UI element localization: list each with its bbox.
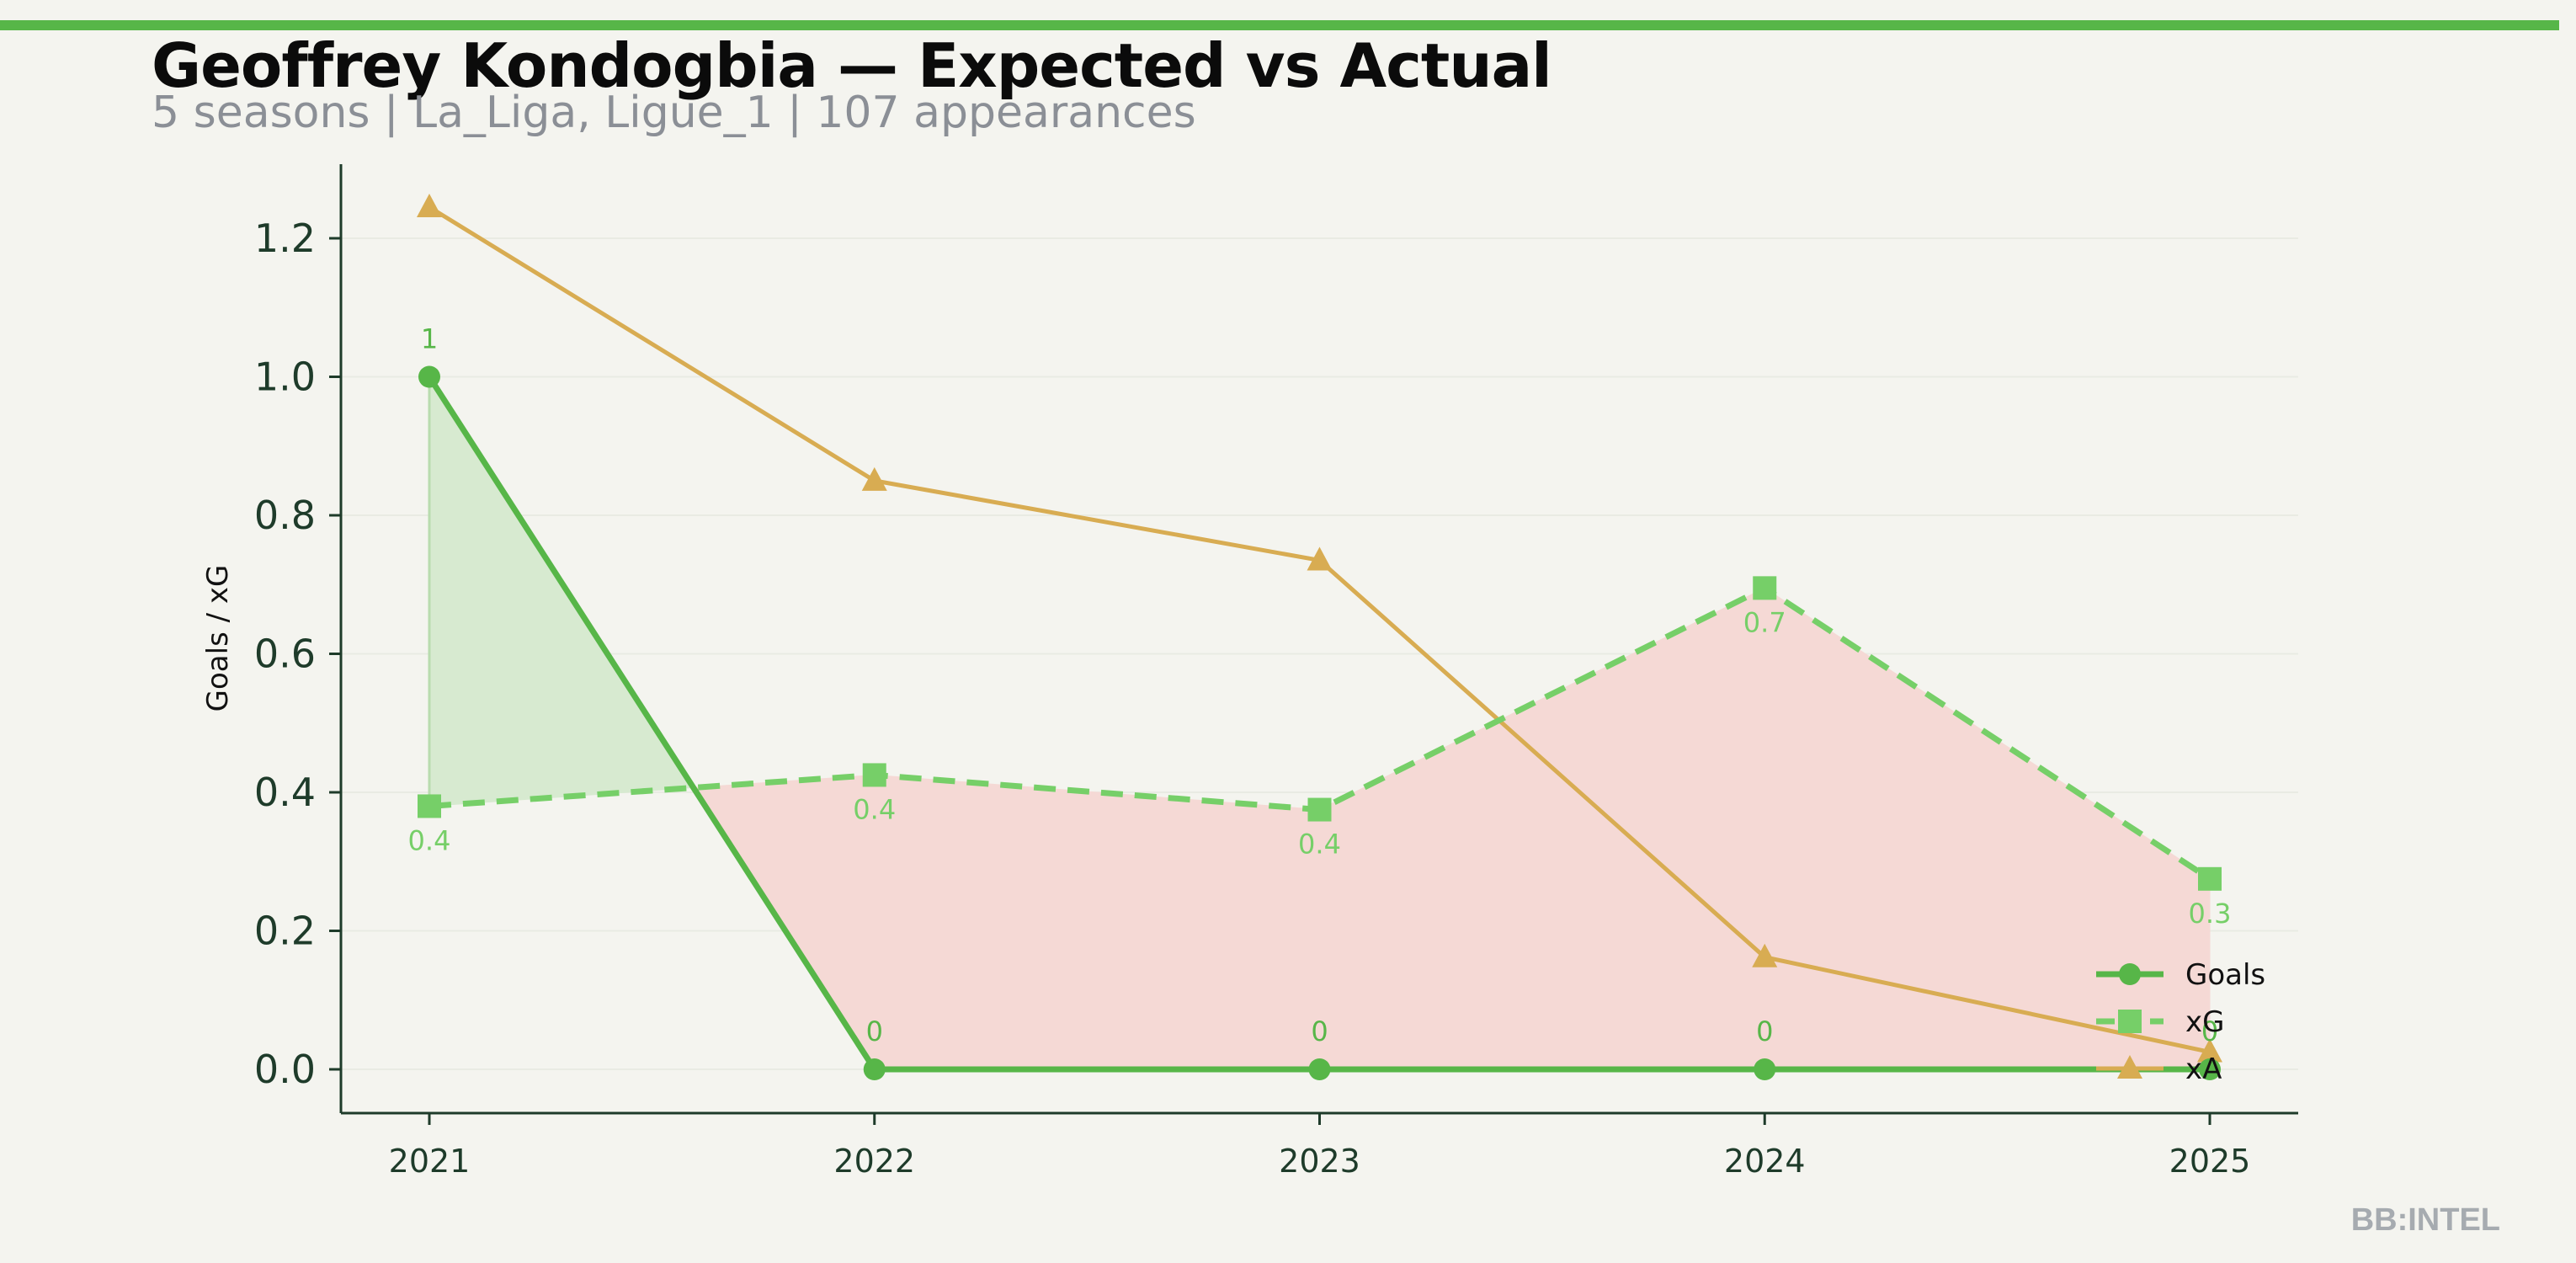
x-tick-label: 2023 [1279,1143,1360,1180]
data-point-goals [418,365,440,388]
y-tick-label: 0.8 [254,493,316,538]
data-point-goals [1308,1058,1331,1080]
axes: 0.0 0.2 0.4 0.6 0.8 1.0 1.2 2021 2022 2023 2024 202… [254,164,2298,1180]
data-label-xg: 0.4 [408,824,451,856]
data-point-xg [1307,797,1332,822]
legend-label-goals: Goals [2185,958,2265,992]
legend-label-xg: xG [2185,1005,2224,1039]
data-point-xa [1307,546,1333,571]
data-point-goals [2199,1058,2221,1080]
accent-bar [0,20,2559,30]
data-label-xg: 0.7 [1743,606,1786,638]
fill-underperformance [1764,587,2211,1070]
data-point-xa [1752,943,1778,967]
data-label-goals: 1 [421,323,438,355]
data-label-goals: 0 [866,1015,883,1047]
data-point-goals [863,1058,886,1080]
y-tick-label: 0.0 [254,1047,316,1092]
x-tick-label: 2024 [1724,1143,1806,1180]
data-point-xg [418,794,441,818]
y-tick-label: 1.0 [254,354,316,400]
over-under-fill [428,375,2211,1071]
fill-underperformance [874,774,1320,1070]
data-point-xg [2198,866,2222,891]
x-tick-label: 2022 [833,1143,915,1180]
x-tick-label: 2025 [2169,1143,2251,1180]
data-label-goals: 0 [1756,1015,1773,1047]
series [417,193,2222,1080]
data-label-goals: 0 [2201,1015,2218,1047]
legend-marker-xg [2118,1010,2142,1033]
data-point-xa [2197,1038,2222,1063]
y-tick-label: 0.6 [254,632,316,677]
y-tick-label: 0.2 [254,909,316,954]
data-point-xg [862,763,886,787]
data-label-xg: 0.3 [2189,898,2232,930]
legend-marker-goals [2119,963,2141,985]
watermark: BB:INTEL [2350,1202,2500,1238]
legend-marker-xa [2117,1055,2142,1079]
y-tick-label: 0.4 [254,770,316,815]
x-tick-label: 2021 [389,1143,471,1180]
chart-subtitle: 5 seasons | La_Liga, Ligue_1 | 107 appea… [152,88,1196,138]
legend-label-xa: xA [2185,1052,2222,1086]
data-point-xa [417,193,442,217]
data-point-xa [861,466,887,491]
data-point-goals [1754,1058,1776,1080]
chart-title: Geoffrey Kondogbia — Expected vs Actual [152,30,1552,101]
data-labels: 1 0 0 0 0 0.4 0.4 0.4 0.7 0.3 [408,323,2232,1048]
fill-underperformance [1319,587,1765,1070]
data-label-xg: 0.4 [853,793,896,825]
legend: Goals xG xA [2096,958,2265,1086]
y-axis-label: Goals / xG [201,565,235,712]
data-label-goals: 0 [1311,1015,1328,1047]
data-label-xg: 0.4 [1298,829,1341,861]
y-tick-label: 1.2 [254,216,316,261]
data-point-xg [1753,576,1777,600]
